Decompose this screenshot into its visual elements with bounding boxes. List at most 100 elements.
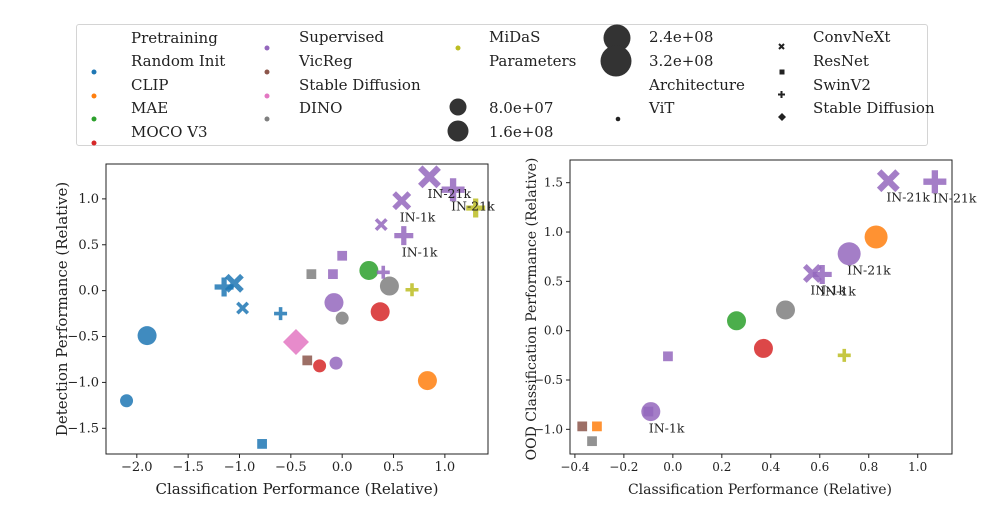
data-point-clip-vit	[417, 371, 437, 391]
y-tick-label: 0.0	[544, 324, 563, 338]
x-tick-label: 0.6	[810, 460, 829, 474]
data-point-midas-swinv2	[837, 348, 851, 362]
legend-label-stable-diffusion-arch: Stable Diffusion	[813, 99, 935, 117]
y-tick-label: −0.5	[534, 373, 563, 387]
y-tick-label: −1.0	[67, 375, 99, 390]
y-tick-label: 1.5	[544, 176, 563, 190]
data-point-dino-vit	[335, 311, 349, 325]
legend-label-size-3: 2.4e+08	[649, 28, 714, 46]
plot-frame	[105, 163, 489, 455]
data-point-supervised-swinv2	[441, 178, 465, 202]
data-point-mae-vit	[727, 311, 747, 331]
data-point-random-init-swinv2	[274, 307, 288, 321]
y-tick-label: 0.5	[78, 238, 99, 253]
point-label: IN-1k	[810, 282, 846, 297]
point-label: IN-1k	[649, 421, 685, 436]
legend-label-dino: DINO	[299, 99, 343, 117]
legend-label-supervised: Supervised	[299, 28, 385, 46]
x-icon	[778, 35, 785, 54]
legend-marker-moco-v3	[91, 131, 97, 150]
legend-marker-size-2	[447, 120, 469, 146]
x-tick-label: 0.5	[383, 460, 404, 475]
x-tick-label: 0.0	[332, 460, 353, 475]
legend-label-moco-v3: MOCO V3	[131, 123, 208, 141]
legend-marker-dino	[264, 107, 270, 126]
legend-marker-midas	[455, 36, 461, 55]
x-tick-label: 1.0	[435, 460, 456, 475]
data-point-clip-vit	[864, 225, 888, 249]
x-tick-label: 1.0	[908, 460, 927, 474]
legend-label-random-init: Random Init	[131, 52, 226, 70]
x-tick-label: 0.8	[859, 460, 878, 474]
point-label: IN-1k	[400, 210, 436, 225]
data-point-supervised-swinv2	[923, 170, 947, 194]
y-axis-title: OOD Classification Performance (Relative…	[524, 158, 540, 461]
point-label: IN-21k	[886, 190, 930, 205]
x-tick-label: 0.2	[712, 460, 731, 474]
legend-label-mae: MAE	[131, 99, 169, 117]
legend-label-swinv2: SwinV2	[813, 76, 871, 94]
legend-marker-size-4	[600, 45, 632, 81]
data-point-supervised-vit	[329, 356, 343, 370]
legend-marker-stable-diffusion	[264, 84, 270, 103]
legend-label-stable-diffusion: Stable Diffusion	[299, 76, 421, 94]
data-point-random-init-resnet	[257, 439, 267, 449]
legend-label-convnext: ConvNeXt	[813, 28, 891, 46]
plus-icon	[778, 83, 785, 102]
legend-label-vit: ViT	[649, 99, 675, 117]
point-label: IN-1k	[402, 245, 438, 260]
y-tick-label: 1.0	[544, 225, 563, 239]
data-point-midas-swinv2	[405, 283, 419, 297]
legend-marker-vicreg	[264, 60, 270, 79]
legend-marker-size-1	[449, 98, 467, 120]
legend-label-size-2: 1.6e+08	[489, 123, 554, 141]
x-tick-label: −2.0	[121, 460, 153, 475]
legend-marker-size-3	[603, 24, 631, 56]
y-tick-label: 0.0	[78, 284, 99, 299]
data-point-supervised-vit	[324, 293, 344, 313]
data-point-supervised-convnext	[374, 218, 388, 232]
data-point-clip-resnet	[592, 421, 602, 432]
legend-label-vicreg: VicReg	[299, 52, 353, 70]
data-point-dino-vit	[379, 276, 399, 296]
plot-frame	[569, 159, 953, 455]
point-label: IN-21k	[451, 199, 495, 214]
diamond-icon	[778, 106, 786, 125]
legend-marker-supervised	[264, 36, 270, 55]
x-axis-title: Classification Performance (Relative)	[628, 482, 892, 498]
dot-icon	[615, 107, 621, 126]
data-point-mae-vit	[359, 260, 379, 280]
x-tick-label: −0.2	[609, 460, 638, 474]
data-point-supervised-convnext	[418, 165, 441, 189]
y-tick-label: −1.5	[67, 421, 99, 436]
legend-label-midas: MiDaS	[489, 28, 541, 46]
legend-marker-random-init	[91, 60, 97, 79]
y-tick-label: 0.5	[544, 274, 563, 288]
legend-label-size-1: 8.0e+07	[489, 99, 554, 117]
legend-title-parameters: Parameters	[489, 52, 577, 70]
data-point-supervised-convnext	[876, 169, 900, 193]
y-axis-title: Detection Performance (Relative)	[53, 182, 71, 436]
data-point-random-init-convnext	[236, 301, 250, 315]
point-label: IN-1k	[820, 283, 856, 298]
x-tick-label: −0.5	[275, 460, 307, 475]
legend-title-pretraining: Pretraining	[131, 29, 218, 47]
data-point-moco-v3-vit	[313, 359, 327, 373]
legend-label-size-4: 3.2e+08	[649, 52, 714, 70]
point-label: IN-21k	[933, 191, 977, 206]
data-point-dino-resnet	[587, 436, 597, 447]
data-point-random-init-convnext	[224, 273, 244, 293]
x-tick-label: −1.5	[172, 460, 204, 475]
data-point-supervised-swinv2	[376, 265, 390, 279]
square-icon	[779, 60, 785, 79]
y-tick-label: 1.0	[78, 192, 99, 207]
data-point-supervised-convnext	[802, 264, 822, 283]
data-point-supervised-swinv2	[394, 226, 414, 246]
data-point-supervised-swinv2	[812, 264, 832, 284]
data-point-supervised-resnet	[663, 351, 673, 362]
data-point-midas-swinv2	[466, 198, 486, 218]
legend-marker-clip	[91, 84, 97, 103]
data-point-supervised-convnext	[392, 191, 412, 211]
data-point-random-init-vit	[120, 394, 134, 408]
